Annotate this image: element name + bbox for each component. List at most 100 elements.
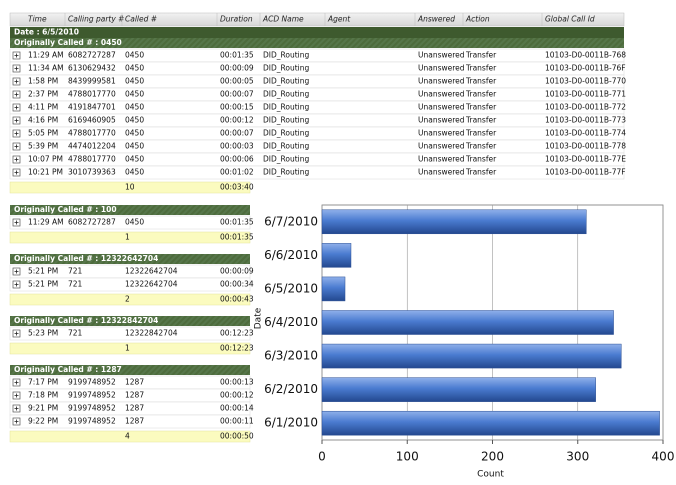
cell: 12322642704 — [125, 280, 178, 289]
bar — [321, 209, 587, 235]
cell: 11:29 AM — [28, 51, 64, 60]
cell: 9:22 PM — [28, 417, 58, 426]
expand-plus — [14, 157, 19, 162]
y-tick-label: 6/6/2010 — [264, 248, 318, 262]
group-header-bg — [10, 316, 250, 326]
group-header: Originally Called # : 12322842704 — [14, 316, 158, 325]
cell: 00:00:07 — [220, 129, 254, 138]
cell: 4191847701 — [68, 103, 116, 112]
cell: 0450 — [125, 51, 144, 60]
cell: 10:21 PM — [28, 168, 63, 177]
summary-count: 4 — [125, 432, 130, 441]
cell: 0450 — [125, 90, 144, 99]
expand-plus — [14, 92, 19, 97]
cell: 0450 — [125, 77, 144, 86]
x-tick-label: 0 — [318, 450, 326, 464]
column-header: Action — [465, 15, 490, 24]
cell: 0450 — [125, 129, 144, 138]
bar — [321, 243, 352, 268]
cell: 7:17 PM — [28, 378, 58, 387]
cell: 10103-D0-0011B-778 — [545, 142, 626, 151]
summary-count: 1 — [125, 344, 130, 353]
bar — [321, 377, 596, 402]
cell: 00:00:05 — [220, 77, 254, 86]
cell: 00:01:35 — [220, 218, 254, 227]
cell: DID_Routing — [263, 64, 310, 73]
row-bg — [9, 326, 251, 341]
summary-bg — [9, 293, 251, 306]
cell: 11:29 AM — [28, 218, 64, 227]
date-header: Date : 6/5/2010 — [14, 28, 79, 37]
row-bg — [9, 414, 251, 429]
cell: 0450 — [125, 64, 144, 73]
cell: DID_Routing — [263, 168, 310, 177]
bar — [321, 310, 614, 335]
cell: Transfer — [465, 155, 497, 164]
cell: Transfer — [465, 77, 497, 86]
expand-plus — [14, 131, 19, 136]
cell: Transfer — [465, 51, 497, 60]
cell: 0450 — [125, 116, 144, 125]
column-header: Duration — [220, 15, 253, 24]
cell: 4474012204 — [68, 142, 116, 151]
cell: 9199748952 — [68, 404, 116, 413]
cell: 1287 — [125, 391, 144, 400]
cell: Unanswered — [418, 116, 465, 125]
x-tick-label: 300 — [566, 450, 589, 464]
column-header: ACD Name — [262, 15, 304, 24]
group-header-bg — [10, 38, 624, 48]
cell: DID_Routing — [263, 116, 310, 125]
summary-duration: 00:00:43 — [220, 295, 254, 304]
cell: 10:07 PM — [28, 155, 63, 164]
cell: 10103-D0-0011B-77F — [545, 168, 626, 177]
cell: 0450 — [125, 218, 144, 227]
summary-count: 1 — [125, 233, 130, 242]
expand-plus — [14, 170, 19, 175]
cell: 3010739363 — [68, 168, 116, 177]
row-bg — [9, 165, 625, 180]
group-header-bg — [10, 254, 250, 264]
group-header-bg — [10, 365, 250, 375]
date-header-bg — [10, 27, 624, 38]
cell: 5:05 PM — [28, 129, 58, 138]
cell: Unanswered — [418, 168, 465, 177]
cell: 00:00:09 — [220, 64, 254, 73]
cell: 00:00:12 — [220, 116, 254, 125]
y-tick-label: 6/2/2010 — [264, 382, 318, 396]
cell: Transfer — [465, 168, 497, 177]
cell: 6169460905 — [68, 116, 116, 125]
group-header: Originally Called # : 1287 — [14, 365, 122, 374]
expand-plus — [14, 66, 19, 71]
cell: 6082727287 — [68, 218, 116, 227]
expand-plus — [14, 282, 19, 287]
cell: Unanswered — [418, 77, 465, 86]
expand-plus — [14, 118, 19, 123]
cell: 9199748952 — [68, 378, 116, 387]
cell: 10103-D0-0011B-774 — [545, 129, 626, 138]
cell: 2:37 PM — [28, 90, 58, 99]
cell: 10103-D0-0011B-77E — [545, 155, 626, 164]
row-bg — [9, 277, 251, 292]
cell: 5:21 PM — [28, 267, 58, 276]
expand-plus — [14, 419, 19, 424]
group-header: Originally Called # : 12322642704 — [14, 254, 158, 263]
cell: Unanswered — [418, 142, 465, 151]
expand-plus — [14, 380, 19, 385]
column-header: Global Call Id — [545, 15, 595, 24]
cell: 10103-D0-0011B-76F — [545, 64, 626, 73]
expand-plus — [14, 144, 19, 149]
x-tick-label: 400 — [652, 450, 675, 464]
cell: Unanswered — [418, 90, 465, 99]
x-tick-label: 100 — [396, 450, 419, 464]
cell: Transfer — [465, 64, 497, 73]
expand-plus — [14, 79, 19, 84]
y-tick-label: 6/4/2010 — [264, 315, 318, 329]
cell: 6130629432 — [68, 64, 116, 73]
x-axis-label: Count — [477, 470, 504, 480]
cell: 10103-D0-0011B-771 — [545, 90, 626, 99]
cell: 10103-D0-0011B-768 — [545, 51, 626, 60]
cell: 9:21 PM — [28, 404, 58, 413]
summary-duration: 00:00:50 — [220, 432, 254, 441]
y-tick-label: 6/7/2010 — [264, 214, 318, 228]
cell: 00:00:12 — [220, 391, 254, 400]
